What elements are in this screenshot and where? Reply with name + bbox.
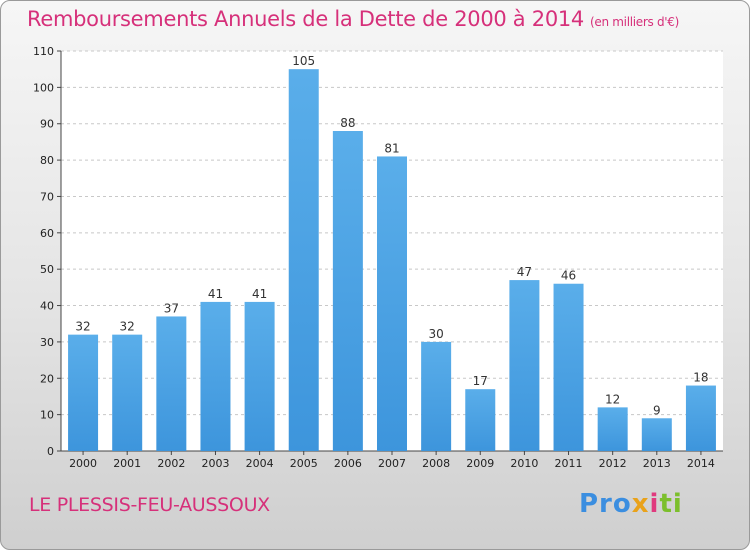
bar-value-label: 37 [164, 301, 179, 315]
bar [332, 131, 363, 451]
bar [685, 385, 716, 451]
bar [465, 389, 496, 451]
x-tick-label: 2012 [599, 457, 627, 470]
bar-value-label: 46 [561, 269, 576, 283]
x-tick-label: 2004 [246, 457, 274, 470]
x-tick-label: 2002 [157, 457, 185, 470]
bar [200, 301, 231, 451]
logo-part-2: x [631, 489, 650, 519]
y-tick-label: 0 [47, 445, 54, 458]
bar [553, 283, 584, 451]
unit-note: (en milliers d'€) [590, 15, 680, 29]
bar [112, 334, 143, 451]
y-tick-label: 80 [40, 154, 54, 167]
bar-value-label: 41 [252, 287, 267, 301]
bar [641, 418, 672, 451]
x-tick-label: 2014 [687, 457, 715, 470]
y-tick-label: 60 [40, 227, 54, 240]
bar-value-label: 41 [208, 287, 223, 301]
y-tick-label: 100 [33, 81, 54, 94]
bar-value-label: 47 [517, 265, 532, 279]
bar-value-label: 32 [120, 320, 135, 334]
y-tick-label: 40 [40, 300, 54, 313]
bar-value-label: 88 [340, 116, 355, 130]
x-tick-label: 2003 [201, 457, 229, 470]
bar [509, 280, 540, 451]
logo-part-4: ti [659, 489, 683, 519]
x-tick-label: 2009 [466, 457, 494, 470]
y-tick-label: 110 [33, 45, 54, 58]
y-tick-label: 30 [40, 336, 54, 349]
bar [597, 407, 628, 451]
x-tick-label: 2000 [69, 457, 97, 470]
y-tick-label: 50 [40, 263, 54, 276]
x-tick-label: 2006 [334, 457, 362, 470]
bar [156, 316, 187, 451]
bar-value-label: 30 [428, 327, 443, 341]
x-tick-label: 2011 [555, 457, 583, 470]
bar-value-label: 18 [693, 371, 708, 385]
x-tick-label: 2008 [422, 457, 450, 470]
bar [421, 341, 452, 451]
bar-value-label: 32 [75, 320, 90, 334]
chart-title-text: Remboursements Annuels de la Dette de 20… [27, 7, 584, 31]
bar-value-label: 105 [292, 54, 315, 68]
x-tick-label: 2007 [378, 457, 406, 470]
chart-title: Remboursements Annuels de la Dette de 20… [27, 7, 679, 31]
town-name: LE PLESSIS-FEU-AUSSOUX [29, 494, 270, 516]
bar-value-label: 81 [384, 141, 399, 155]
bar [244, 301, 275, 451]
proxiti-logo[interactable]: Proxiti [579, 489, 683, 519]
x-tick-label: 2013 [643, 457, 671, 470]
logo-part-1: Pro [579, 489, 632, 519]
x-tick-label: 2010 [510, 457, 538, 470]
y-tick-label: 90 [40, 118, 54, 131]
bar-value-label: 12 [605, 392, 620, 406]
bar-value-label: 17 [473, 374, 488, 388]
x-tick-label: 2001 [113, 457, 141, 470]
logo-part-3: i [649, 489, 660, 519]
bar-value-label: 9 [653, 403, 661, 417]
bar [288, 69, 319, 451]
bar [68, 334, 99, 451]
bar [377, 156, 407, 452]
y-tick-label: 10 [40, 409, 54, 422]
y-tick-label: 70 [40, 190, 54, 203]
y-tick-label: 20 [40, 372, 54, 385]
x-tick-label: 2005 [290, 457, 318, 470]
